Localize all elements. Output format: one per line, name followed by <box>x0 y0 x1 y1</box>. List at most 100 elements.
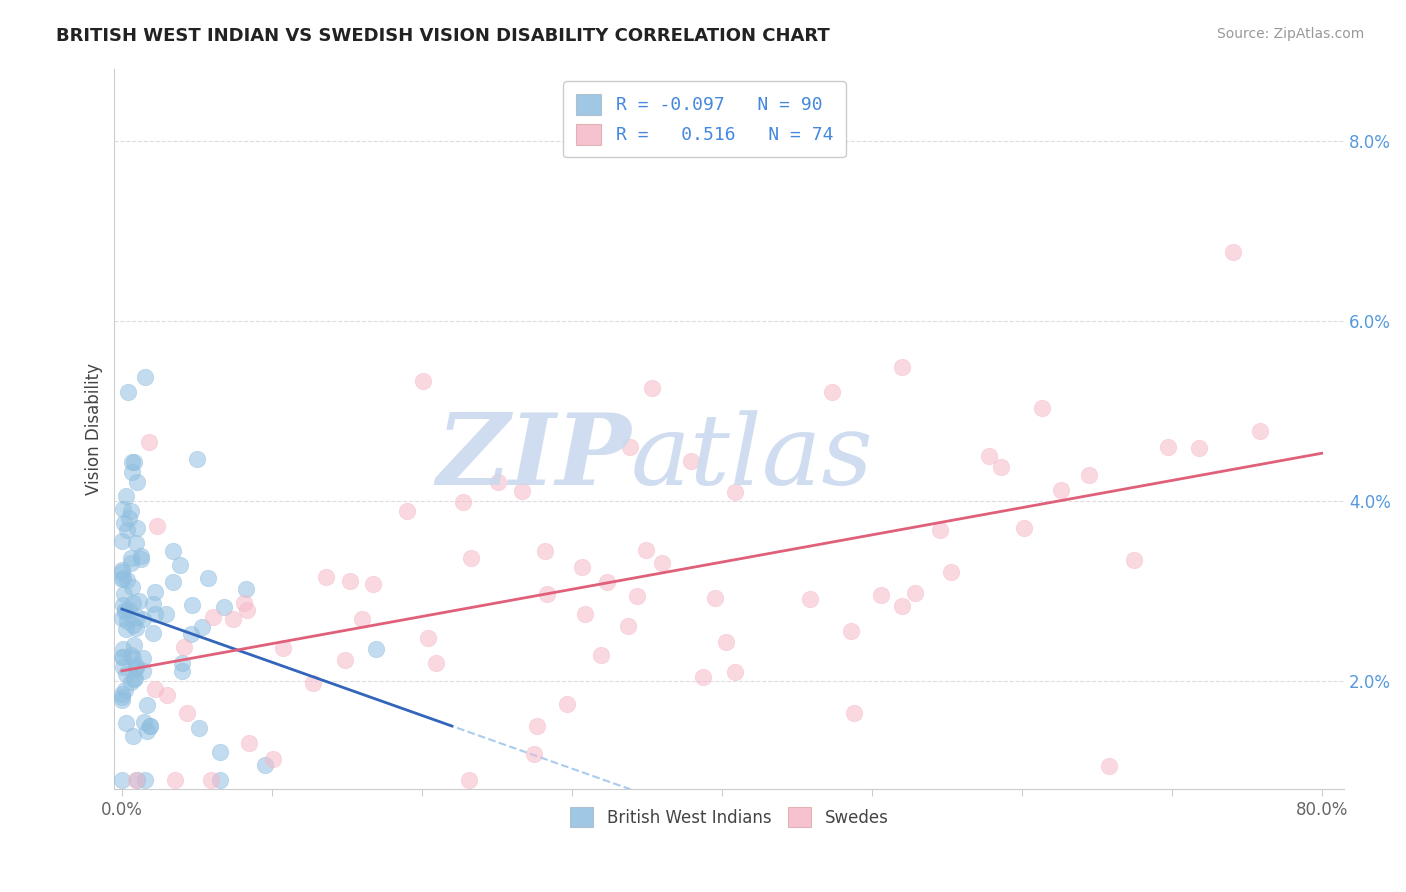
Point <box>301 676 323 690</box>
Point <box>890 359 912 374</box>
Point <box>142 626 165 640</box>
Point <box>111 692 134 706</box>
Point <box>523 747 546 761</box>
Text: atlas: atlas <box>631 410 873 506</box>
Point <box>165 773 187 788</box>
Point <box>115 715 138 730</box>
Point <box>1249 424 1271 438</box>
Point <box>176 706 198 720</box>
Point <box>121 455 143 469</box>
Point <box>1014 521 1036 535</box>
Point <box>186 451 208 466</box>
Point <box>111 773 134 788</box>
Point <box>839 624 862 638</box>
Point <box>112 599 135 613</box>
Point <box>619 440 641 454</box>
Point <box>118 511 141 525</box>
Point <box>181 598 204 612</box>
Point <box>990 459 1012 474</box>
Point <box>235 603 257 617</box>
Point <box>425 656 447 670</box>
Point <box>724 665 747 679</box>
Point <box>595 575 617 590</box>
Point <box>129 549 152 563</box>
Point <box>271 641 294 656</box>
Point <box>821 385 844 400</box>
Point <box>361 577 384 591</box>
Point <box>111 649 134 664</box>
Point <box>121 651 143 665</box>
Point <box>138 435 160 450</box>
Point <box>124 671 146 685</box>
Point <box>904 586 927 600</box>
Point <box>187 721 209 735</box>
Point <box>1097 759 1119 773</box>
Point <box>125 475 148 490</box>
Point <box>238 736 260 750</box>
Point <box>111 687 134 701</box>
Point <box>118 602 141 616</box>
Point <box>486 475 509 489</box>
Point <box>262 752 284 766</box>
Point <box>139 718 162 732</box>
Point <box>534 544 557 558</box>
Point <box>201 610 224 624</box>
Point <box>169 558 191 572</box>
Point <box>125 661 148 675</box>
Point <box>232 596 254 610</box>
Point <box>641 381 664 395</box>
Point <box>143 607 166 622</box>
Point <box>121 465 143 479</box>
Point <box>170 657 193 671</box>
Point <box>209 773 232 788</box>
Point <box>125 521 148 535</box>
Point <box>222 612 245 626</box>
Point <box>114 605 136 619</box>
Point <box>111 563 134 577</box>
Point <box>114 683 136 698</box>
Point <box>114 603 136 617</box>
Point <box>132 665 155 679</box>
Point <box>254 758 277 772</box>
Point <box>122 455 145 469</box>
Point <box>315 570 337 584</box>
Point <box>869 588 891 602</box>
Point <box>571 560 593 574</box>
Point <box>1031 401 1053 415</box>
Point <box>510 484 533 499</box>
Point <box>1078 468 1101 483</box>
Point <box>366 642 388 657</box>
Point <box>135 698 157 713</box>
Point <box>1050 483 1073 498</box>
Point <box>1188 441 1211 455</box>
Point <box>977 450 1000 464</box>
Point <box>173 640 195 655</box>
Point <box>124 639 146 653</box>
Point <box>138 718 160 732</box>
Point <box>1123 553 1146 567</box>
Point <box>115 523 138 537</box>
Point <box>350 612 373 626</box>
Point <box>574 607 596 621</box>
Point <box>460 551 482 566</box>
Point <box>114 587 136 601</box>
Point <box>120 648 142 662</box>
Point <box>125 610 148 624</box>
Y-axis label: Vision Disability: Vision Disability <box>86 363 103 495</box>
Point <box>681 454 703 468</box>
Text: ZIP: ZIP <box>436 409 631 506</box>
Point <box>117 384 139 399</box>
Point <box>120 675 142 690</box>
Point <box>724 485 747 500</box>
Point <box>451 494 474 508</box>
Point <box>939 565 962 579</box>
Point <box>1222 244 1244 259</box>
Point <box>124 773 146 788</box>
Point <box>197 571 219 585</box>
Point <box>111 534 134 549</box>
Point <box>115 573 138 587</box>
Point <box>458 773 481 788</box>
Point <box>142 597 165 611</box>
Point <box>162 574 184 589</box>
Point <box>115 614 138 628</box>
